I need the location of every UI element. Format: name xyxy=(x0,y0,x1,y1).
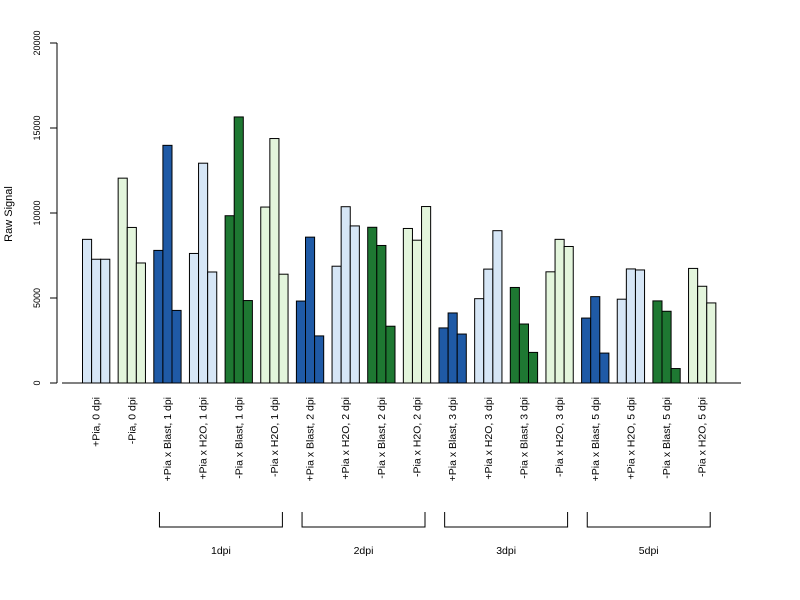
bar xyxy=(331,265,342,384)
bar xyxy=(278,273,289,384)
x-tick-label: -Pia x Blast, 2 dpi xyxy=(376,397,388,479)
x-tick-label: -Pia x Blast, 5 dpi xyxy=(661,397,673,479)
bar xyxy=(305,236,316,384)
bar xyxy=(492,230,503,384)
bar xyxy=(528,351,539,384)
bar xyxy=(652,300,663,384)
group-bracket-label: 5dpi xyxy=(639,545,659,557)
x-tick-label: +Pia x H2O, 2 dpi xyxy=(340,397,352,480)
x-tick-label: -Pia x H2O, 2 dpi xyxy=(412,397,424,477)
x-tick-labels: +Pia, 0 dpi -Pia, 0 dpi +Pia x Blast, 1 dp… xyxy=(91,397,709,481)
bar xyxy=(483,268,494,384)
y-axis-label: Raw Signal xyxy=(3,186,15,242)
bar xyxy=(340,206,351,384)
bar xyxy=(545,271,556,384)
bar xyxy=(509,286,520,384)
bar xyxy=(554,238,565,384)
group-bracket-label: 3dpi xyxy=(496,545,516,557)
bar xyxy=(207,271,218,384)
bar xyxy=(162,144,173,384)
bar xyxy=(447,312,458,384)
bar xyxy=(421,206,432,384)
y-tick-label: 5000 xyxy=(32,288,42,308)
bar xyxy=(581,317,592,384)
x-tick-label: -Pia x Blast, 1 dpi xyxy=(233,397,245,479)
x-tick-label: -Pia x H2O, 1 dpi xyxy=(269,397,281,477)
x-tick-label: +Pia x H2O, 3 dpi xyxy=(483,397,495,480)
group-bracket xyxy=(444,512,569,528)
bar xyxy=(456,333,467,384)
x-tick-label: -Pia x H2O, 5 dpi xyxy=(697,397,709,477)
y-axis: 0 5000 10000 15000 20000 xyxy=(32,30,58,386)
group-bracket xyxy=(586,512,711,528)
group-bracket-label: 1dpi xyxy=(211,545,231,557)
bar xyxy=(563,245,574,384)
bar xyxy=(198,162,209,384)
bar xyxy=(625,268,636,384)
bar xyxy=(385,325,396,384)
bar xyxy=(91,258,102,384)
x-tick-label: -Pia x H2O, 3 dpi xyxy=(554,397,566,477)
bar xyxy=(135,262,146,384)
bar xyxy=(242,300,253,384)
bar xyxy=(233,116,244,384)
group-brackets: 1dpi 2dpi 3dpi 5dpi xyxy=(158,512,711,557)
bar xyxy=(402,227,413,384)
bar xyxy=(438,327,449,384)
bar xyxy=(171,309,182,384)
x-tick-label: -Pia, 0 dpi xyxy=(126,397,138,444)
x-tick-label: +Pia x Blast, 2 dpi xyxy=(305,397,317,481)
bar xyxy=(367,226,378,384)
bar xyxy=(314,335,325,384)
group-bracket xyxy=(158,512,283,528)
bar xyxy=(349,225,360,384)
bar xyxy=(518,323,530,384)
x-tick-label: +Pia x H2O, 5 dpi xyxy=(625,397,637,480)
bar xyxy=(688,267,699,384)
x-tick-label: -Pia x Blast, 3 dpi xyxy=(518,397,530,479)
bar xyxy=(126,226,137,384)
bar xyxy=(188,252,200,384)
bar xyxy=(82,238,93,384)
x-tick-label: +Pia x Blast, 1 dpi xyxy=(162,397,174,481)
bar xyxy=(153,249,164,384)
bar xyxy=(697,285,708,384)
bar xyxy=(376,244,387,384)
bars xyxy=(82,116,717,384)
bar xyxy=(474,298,485,384)
bar xyxy=(599,352,610,384)
bar xyxy=(706,302,717,384)
x-tick-label: +Pia x Blast, 5 dpi xyxy=(590,397,602,481)
bar xyxy=(100,258,111,384)
bar xyxy=(260,206,271,384)
y-tick-label: 10000 xyxy=(32,200,42,225)
bar xyxy=(295,300,306,384)
bar xyxy=(634,269,646,384)
y-tick-label: 15000 xyxy=(32,115,42,140)
y-tick-label: 20000 xyxy=(32,30,42,55)
x-tick-label: +Pia, 0 dpi xyxy=(91,397,103,447)
x-tick-label: +Pia x H2O, 1 dpi xyxy=(198,397,210,480)
bar xyxy=(616,298,627,384)
group-bracket xyxy=(301,512,426,528)
bar xyxy=(117,177,128,384)
group-bracket-label: 2dpi xyxy=(354,545,374,557)
y-tick-label: 0 xyxy=(32,380,42,385)
bar xyxy=(411,239,423,384)
bar xyxy=(670,368,681,384)
bar xyxy=(269,138,280,384)
x-tick-label: +Pia x Blast, 3 dpi xyxy=(447,397,459,481)
bar xyxy=(661,310,672,384)
bar xyxy=(224,215,235,384)
bar xyxy=(590,296,601,384)
